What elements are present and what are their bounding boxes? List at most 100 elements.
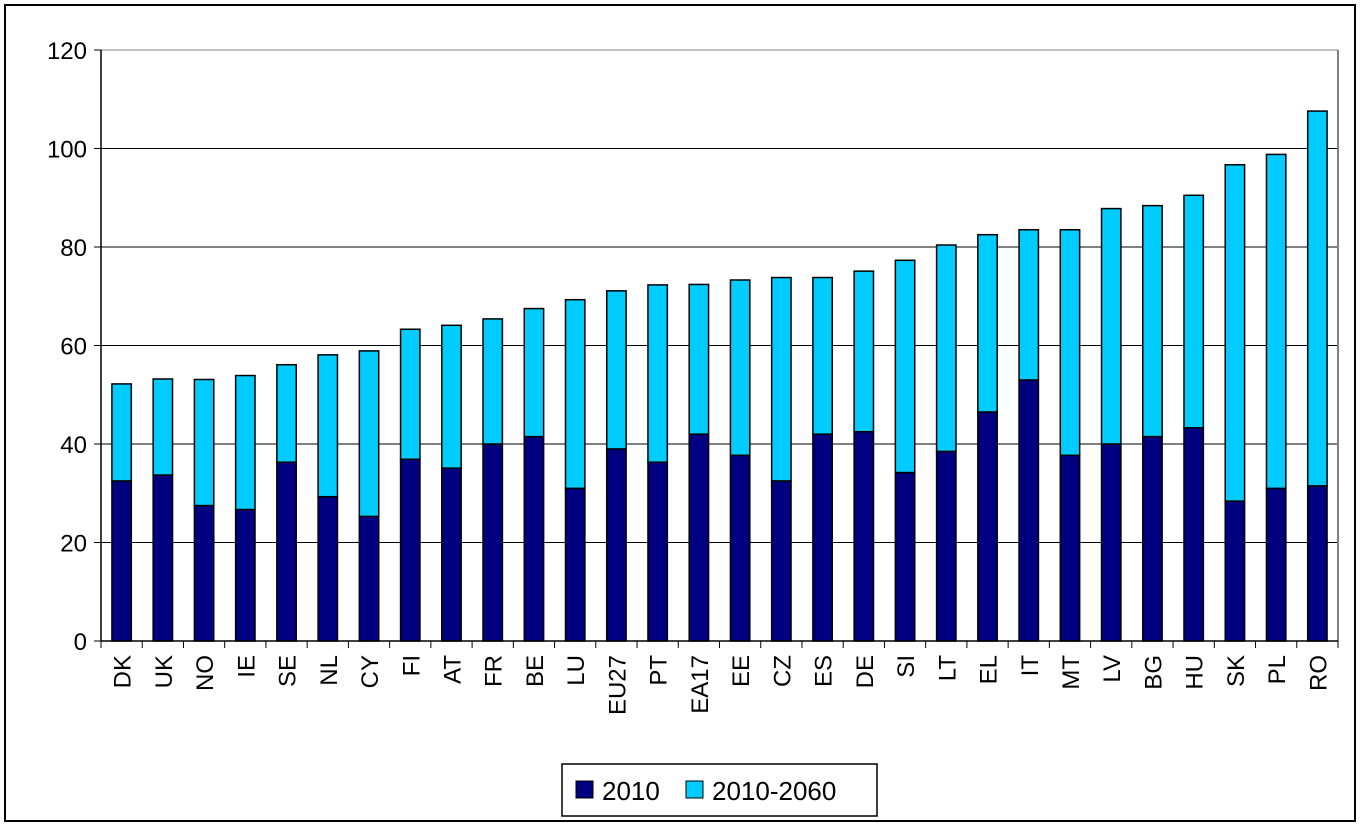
legend-label-2010-2060: 2010-2060 xyxy=(712,776,836,806)
y-tick-label-20: 20 xyxy=(60,531,87,558)
x-label-ES: ES xyxy=(811,655,838,687)
y-tick-label-60: 60 xyxy=(60,334,87,361)
bar-LT-base xyxy=(935,450,957,642)
x-label-HU: HU xyxy=(1182,655,1209,690)
bar-NO-increase xyxy=(193,378,215,507)
legend-label-2010: 2010 xyxy=(602,776,660,806)
bar-NO-base xyxy=(193,504,215,642)
x-label-FR: FR xyxy=(481,655,508,687)
bar-PL-base xyxy=(1265,487,1287,642)
bar-LU-base xyxy=(564,487,586,642)
bar-UK-base xyxy=(152,474,174,642)
bar-CY-base xyxy=(358,515,380,642)
y-tick-label-0: 0 xyxy=(74,629,87,656)
bar-IE-base xyxy=(234,508,256,642)
bar-HU-increase xyxy=(1183,194,1205,429)
y-axis: 0 20 40 60 80 100 120 xyxy=(47,38,102,656)
y-tick-label-40: 40 xyxy=(60,432,87,459)
bar-SK-increase xyxy=(1224,164,1246,502)
bar-CZ-base xyxy=(770,480,792,642)
x-label-AT: AT xyxy=(439,655,466,684)
bar-UK-increase xyxy=(152,378,174,476)
x-label-DE: DE xyxy=(852,655,879,688)
x-label-CY: CY xyxy=(357,655,384,688)
x-label-FI: FI xyxy=(398,655,425,676)
x-label-BG: BG xyxy=(1140,655,1167,690)
x-label-SK: SK xyxy=(1223,655,1250,687)
bar-CY-increase xyxy=(358,350,380,518)
bar-FR-increase xyxy=(482,318,504,445)
bar-LV-base xyxy=(1100,443,1122,642)
bar-DK-base xyxy=(111,480,133,642)
bar-EA17-increase xyxy=(688,283,710,435)
bar-IE-increase xyxy=(234,374,256,511)
bar-BG-increase xyxy=(1142,204,1163,438)
y-tick-label-80: 80 xyxy=(60,235,87,262)
x-label-LU: LU xyxy=(563,655,590,686)
bar-EU27-base xyxy=(605,448,627,642)
y-tick-label-120: 120 xyxy=(47,38,87,65)
bar-EU27-increase xyxy=(605,290,627,450)
legend-swatch-2010-2060 xyxy=(685,780,704,799)
x-label-EA17: EA17 xyxy=(687,655,714,714)
bar-SE-base xyxy=(276,461,297,642)
bar-SI-increase xyxy=(894,259,916,474)
bar-ES-increase xyxy=(812,276,834,435)
x-label-EU27: EU27 xyxy=(604,655,631,715)
x-axis: DK UK NO IE SE NL CY FI AT FR BE LU EU27 PT EA17 EE CZ ES… xyxy=(100,640,1339,715)
bar-RO-base xyxy=(1306,485,1328,642)
legend-swatch-2010 xyxy=(575,780,594,799)
bar-FI-base xyxy=(399,458,421,642)
bar-SE-increase xyxy=(276,363,297,463)
bar-DE-increase xyxy=(853,270,875,433)
bar-PL-increase xyxy=(1265,153,1287,490)
bar-ES-base xyxy=(812,433,834,642)
bar-NL-base xyxy=(317,495,339,642)
y-tick-label-100: 100 xyxy=(47,137,87,164)
x-label-LV: LV xyxy=(1099,655,1126,683)
x-label-NO: NO xyxy=(192,655,219,691)
bar-NL-increase xyxy=(317,354,339,498)
x-label-IE: IE xyxy=(233,655,260,678)
legend: 2010 2010-2060 xyxy=(561,763,878,817)
x-label-EL: EL xyxy=(976,655,1003,684)
bar-EE-base xyxy=(729,454,751,642)
bar-AT-base xyxy=(441,467,462,642)
gridlines xyxy=(101,49,1339,641)
x-label-PL: PL xyxy=(1264,655,1291,684)
bar-SI-base xyxy=(894,471,916,642)
bar-BG-base xyxy=(1142,435,1163,642)
bar-LV-increase xyxy=(1100,207,1122,445)
bar-SK-base xyxy=(1224,500,1246,642)
bar-MT-increase xyxy=(1059,229,1081,457)
bar-IT-base xyxy=(1018,379,1040,642)
bar-CZ-increase xyxy=(770,276,792,482)
x-label-PT: PT xyxy=(646,655,673,686)
bar-EL-base xyxy=(977,411,998,642)
x-label-SI: SI xyxy=(893,655,920,678)
x-label-MT: MT xyxy=(1058,655,1085,690)
bar-EE-increase xyxy=(729,279,751,457)
bar-PT-base xyxy=(647,461,669,642)
bar-DE-base xyxy=(853,430,875,642)
x-label-IT: IT xyxy=(1017,655,1044,677)
bar-LT-increase xyxy=(935,244,957,453)
x-label-BE: BE xyxy=(522,655,549,687)
x-label-SE: SE xyxy=(275,655,302,687)
x-label-LT: LT xyxy=(934,655,961,682)
bar-IT-increase xyxy=(1018,229,1040,381)
bar-EL-increase xyxy=(977,233,998,413)
x-label-NL: NL xyxy=(316,655,343,686)
bar-BE-base xyxy=(523,435,545,642)
x-label-CZ: CZ xyxy=(769,655,796,687)
bar-PT-increase xyxy=(647,284,669,463)
legend-box xyxy=(561,763,878,817)
bar-LU-increase xyxy=(564,298,586,490)
bars xyxy=(111,110,1328,642)
bar-MT-base xyxy=(1059,454,1081,642)
bar-HU-base xyxy=(1183,426,1205,642)
x-label-RO: RO xyxy=(1305,655,1332,691)
bar-DK-increase xyxy=(111,383,133,482)
bar-FR-base xyxy=(482,443,504,642)
